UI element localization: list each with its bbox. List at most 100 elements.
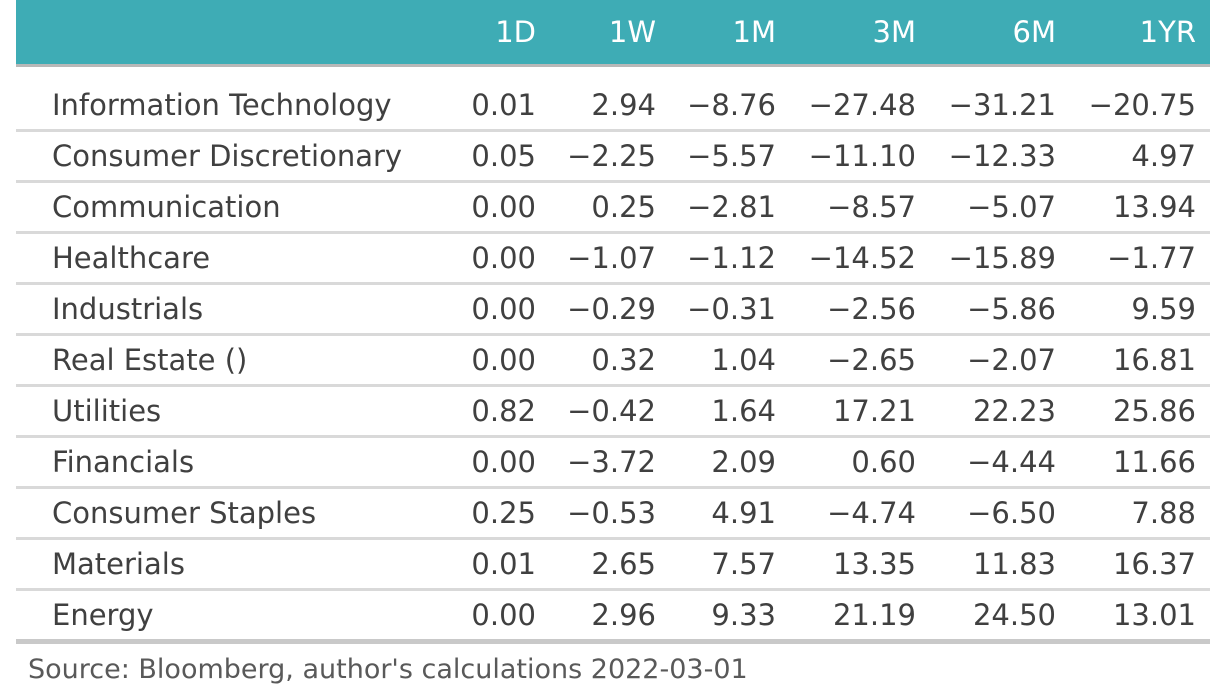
table-row: Energy 0.00 2.96 9.33 21.19 24.50 13.01: [16, 589, 1210, 644]
cell-1yr: 9.59: [1070, 283, 1210, 336]
cell-1w: −2.25: [550, 130, 670, 183]
cell-1m: −5.57: [670, 130, 790, 183]
cell-6m: 11.83: [930, 538, 1070, 591]
cell-1yr: 16.81: [1070, 334, 1210, 387]
cell-3m: −8.57: [790, 181, 930, 234]
sector-name: Materials: [16, 538, 450, 591]
cell-3m: 17.21: [790, 385, 930, 438]
table-header-row: 1D 1W 1M 3M 6M 1YR: [16, 0, 1210, 64]
cell-1d: 0.01: [450, 538, 550, 591]
sector-name: Real Estate (): [16, 334, 450, 387]
cell-1yr: 11.66: [1070, 436, 1210, 489]
cell-3m: −14.52: [790, 232, 930, 285]
table-row: Real Estate () 0.00 0.32 1.04 −2.65 −2.07 16.8…: [16, 334, 1210, 387]
header-spacer: [16, 67, 1210, 81]
header-1m: 1M: [732, 15, 776, 49]
cell-1d: 0.00: [450, 232, 550, 285]
cell-1m: 1.64: [670, 385, 790, 438]
sector-name: Industrials: [16, 283, 450, 336]
cell-3m: −4.74: [790, 487, 930, 540]
cell-1m: 9.33: [670, 589, 790, 644]
cell-1w: −0.29: [550, 283, 670, 336]
cell-3m: −2.65: [790, 334, 930, 387]
cell-1w: 0.25: [550, 181, 670, 234]
cell-1d: 0.25: [450, 487, 550, 540]
cell-1m: 2.09: [670, 436, 790, 489]
cell-6m: −2.07: [930, 334, 1070, 387]
sector-name: Consumer Staples: [16, 487, 450, 540]
header-1w: 1W: [608, 15, 656, 49]
cell-1yr: −1.77: [1070, 232, 1210, 285]
sector-returns-table: 1D 1W 1M 3M 6M 1YR Information Technolog…: [16, 0, 1210, 644]
header-sector: [16, 0, 450, 64]
cell-1w: 0.32: [550, 334, 670, 387]
cell-1d: 0.00: [450, 181, 550, 234]
cell-1yr: −20.75: [1070, 81, 1210, 132]
cell-3m: 13.35: [790, 538, 930, 591]
cell-6m: −12.33: [930, 130, 1070, 183]
cell-1w: 2.65: [550, 538, 670, 591]
cell-3m: 21.19: [790, 589, 930, 644]
cell-1w: 2.96: [550, 589, 670, 644]
cell-1d: 0.82: [450, 385, 550, 438]
cell-1w: −3.72: [550, 436, 670, 489]
cell-1yr: 16.37: [1070, 538, 1210, 591]
table-row: Utilities 0.82 −0.42 1.64 17.21 22.23 25.86: [16, 385, 1210, 438]
cell-6m: −31.21: [930, 81, 1070, 132]
cell-1w: −1.07: [550, 232, 670, 285]
cell-6m: −15.89: [930, 232, 1070, 285]
cell-6m: −4.44: [930, 436, 1070, 489]
header-1yr: 1YR: [1139, 15, 1196, 49]
table-row: Materials 0.01 2.65 7.57 13.35 11.83 16.37: [16, 538, 1210, 591]
cell-1d: 0.05: [450, 130, 550, 183]
cell-3m: −11.10: [790, 130, 930, 183]
cell-1d: 0.00: [450, 334, 550, 387]
cell-6m: −5.07: [930, 181, 1070, 234]
cell-1w: 2.94: [550, 81, 670, 132]
cell-6m: −6.50: [930, 487, 1070, 540]
cell-1m: 7.57: [670, 538, 790, 591]
cell-1m: 4.91: [670, 487, 790, 540]
sector-name: Consumer Discretionary: [16, 130, 450, 183]
table-row: Consumer Discretionary 0.05 −2.25 −5.57 −11.…: [16, 130, 1210, 183]
sector-name: Utilities: [16, 385, 450, 438]
table-row: Communication 0.00 0.25 −2.81 −8.57 −5.07 13.9…: [16, 181, 1210, 234]
cell-1m: −1.12: [670, 232, 790, 285]
header-divider: [16, 64, 1210, 67]
cell-1w: −0.42: [550, 385, 670, 438]
table-row: Financials 0.00 −3.72 2.09 0.60 −4.44 11.66: [16, 436, 1210, 489]
cell-1m: −8.76: [670, 81, 790, 132]
cell-1m: 1.04: [670, 334, 790, 387]
sector-name: Information Technology: [16, 81, 450, 132]
sector-name: Energy: [16, 589, 450, 644]
sector-returns-table-wrap: 1D 1W 1M 3M 6M 1YR Information Technolog…: [16, 0, 1210, 644]
sector-name: Communication: [16, 181, 450, 234]
sector-name: Healthcare: [16, 232, 450, 285]
cell-6m: 24.50: [930, 589, 1070, 644]
cell-1m: −2.81: [670, 181, 790, 234]
table-row: Information Technology 0.01 2.94 −8.76 −27.4…: [16, 81, 1210, 132]
cell-1yr: 4.97: [1070, 130, 1210, 183]
cell-1yr: 13.94: [1070, 181, 1210, 234]
cell-3m: −2.56: [790, 283, 930, 336]
source-note: Source: Bloomberg, author's calculations…: [28, 654, 748, 685]
cell-1d: 0.00: [450, 283, 550, 336]
cell-1d: 0.01: [450, 81, 550, 132]
header-6m: 6M: [1012, 15, 1056, 49]
cell-6m: 22.23: [930, 385, 1070, 438]
table-row: Industrials 0.00 −0.29 −0.31 −2.56 −5.86 9.59: [16, 283, 1210, 336]
cell-1d: 0.00: [450, 589, 550, 644]
cell-6m: −5.86: [930, 283, 1070, 336]
cell-3m: −27.48: [790, 81, 930, 132]
cell-1m: −0.31: [670, 283, 790, 336]
cell-1d: 0.00: [450, 436, 550, 489]
table-row: Consumer Staples 0.25 −0.53 4.91 −4.74 −6.50 7…: [16, 487, 1210, 540]
header-1d: 1D: [495, 15, 536, 49]
cell-3m: 0.60: [790, 436, 930, 489]
cell-1w: −0.53: [550, 487, 670, 540]
cell-1yr: 13.01: [1070, 589, 1210, 644]
header-3m: 3M: [872, 15, 916, 49]
table-row: Healthcare 0.00 −1.07 −1.12 −14.52 −15.89 −1.7…: [16, 232, 1210, 285]
sector-name: Financials: [16, 436, 450, 489]
cell-1yr: 7.88: [1070, 487, 1210, 540]
